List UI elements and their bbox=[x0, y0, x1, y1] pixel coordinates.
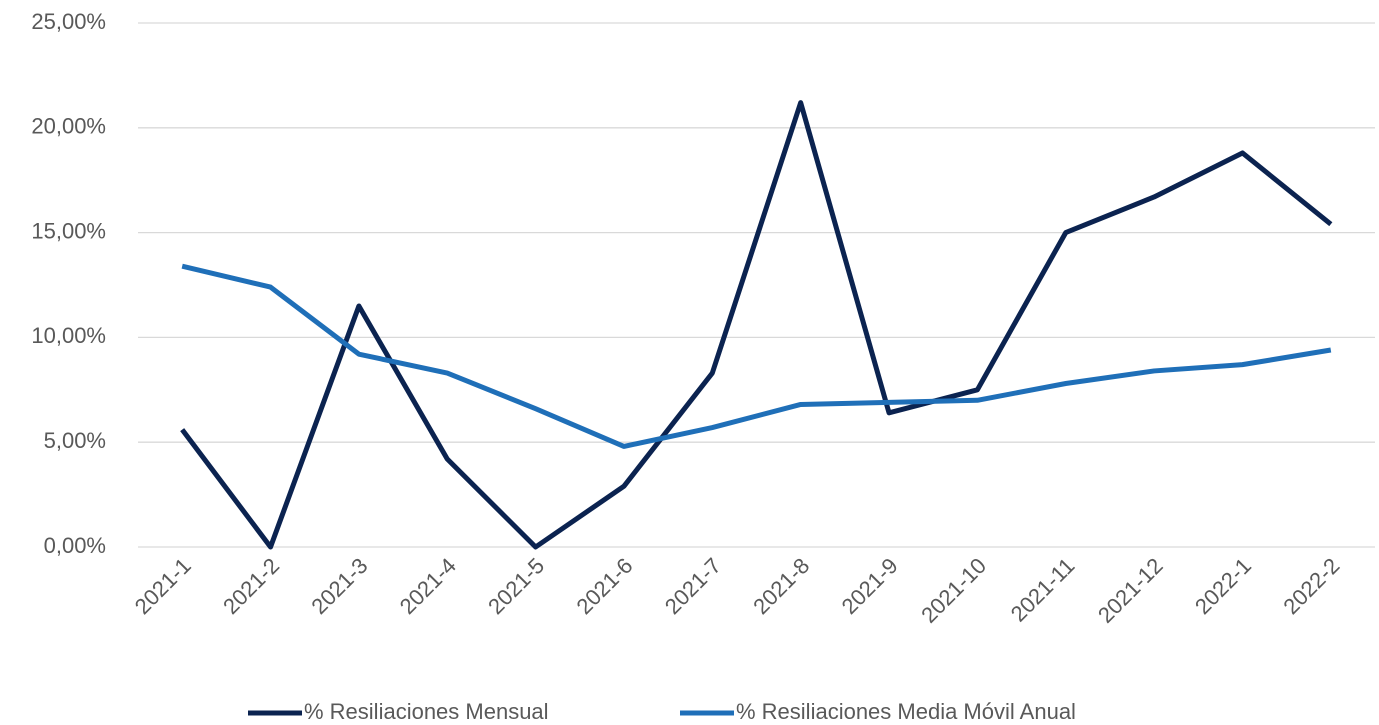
y-tick-label: 10,00% bbox=[31, 323, 106, 348]
legend-label: % Resiliaciones Media Móvil Anual bbox=[736, 699, 1076, 724]
x-tick-label: 2021-1 bbox=[130, 553, 196, 619]
legend-label: % Resiliaciones Mensual bbox=[304, 699, 549, 724]
y-tick-label: 0,00% bbox=[44, 533, 106, 558]
x-tick-label: 2022-1 bbox=[1190, 553, 1256, 619]
y-tick-label: 5,00% bbox=[44, 428, 106, 453]
x-tick-label: 2021-8 bbox=[748, 553, 814, 619]
x-tick-label: 2021-3 bbox=[306, 553, 372, 619]
y-tick-label: 25,00% bbox=[31, 9, 106, 34]
x-tick-label: 2021-5 bbox=[483, 553, 549, 619]
x-tick-label: 2021-6 bbox=[571, 553, 637, 619]
x-tick-label: 2021-7 bbox=[660, 553, 726, 619]
y-tick-label: 20,00% bbox=[31, 114, 106, 139]
y-tick-label: 15,00% bbox=[31, 218, 106, 243]
x-tick-label: 2021-2 bbox=[218, 553, 284, 619]
x-tick-label: 2022-2 bbox=[1278, 553, 1344, 619]
x-tick-label: 2021-9 bbox=[837, 553, 903, 619]
x-tick-label: 2021-4 bbox=[395, 553, 461, 619]
series-line bbox=[181, 263, 1332, 449]
x-tick-label: 2021-11 bbox=[1006, 553, 1080, 627]
series-line bbox=[180, 100, 1333, 550]
x-tick-label: 2021-12 bbox=[1093, 553, 1168, 628]
x-tick-label: 2021-10 bbox=[916, 553, 991, 628]
